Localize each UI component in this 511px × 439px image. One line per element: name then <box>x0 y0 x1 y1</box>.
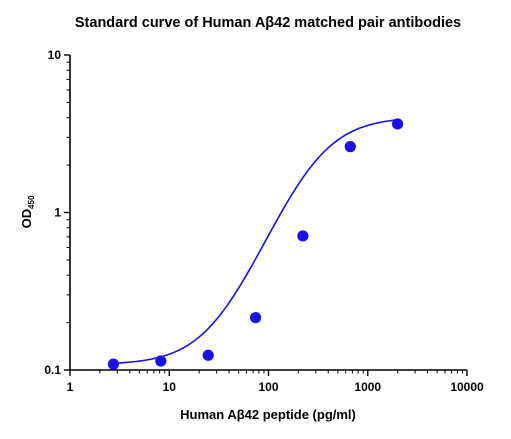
x-axis-label: Human Aβ42 peptide (pg/ml) <box>180 407 356 422</box>
x-tick-label: 1000 <box>354 380 381 394</box>
chart-title: Standard curve of Human Aβ42 matched pai… <box>75 15 461 31</box>
x-tick-label: 10000 <box>450 380 484 394</box>
data-point <box>297 230 309 242</box>
y-tick-label: 1 <box>54 206 61 220</box>
data-point <box>344 141 356 153</box>
x-tick-label: 1 <box>67 380 74 394</box>
data-point <box>392 118 404 130</box>
plot-area: 1 10 100 1000 10000 0.1 1 10 <box>44 48 484 394</box>
data-point <box>249 312 262 324</box>
y-axis-label-main: OD <box>19 209 34 229</box>
data-point <box>202 349 214 361</box>
data-point <box>107 358 120 370</box>
y-tick-label: 10 <box>48 48 62 62</box>
fit-curve <box>113 118 398 365</box>
y-axis-label: OD450 <box>19 195 36 228</box>
y-tick-label: 0.1 <box>44 363 61 377</box>
x-tick-label: 100 <box>258 380 278 394</box>
data-point <box>155 355 167 367</box>
x-tick-label: 10 <box>163 380 177 394</box>
y-axis-label-subscript: 450 <box>27 195 36 209</box>
